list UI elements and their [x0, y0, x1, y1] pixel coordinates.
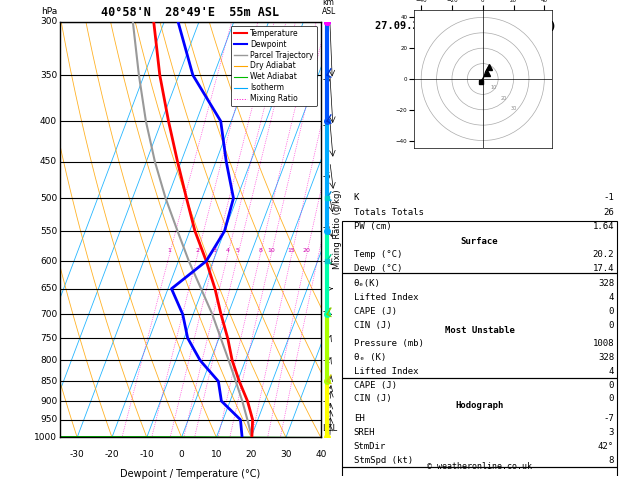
Text: CIN (J): CIN (J) — [353, 395, 391, 403]
Text: Most Unstable: Most Unstable — [445, 326, 515, 335]
Text: -8: -8 — [322, 75, 330, 85]
Text: 30: 30 — [281, 450, 292, 459]
Text: 600: 600 — [40, 257, 57, 265]
Text: 42°: 42° — [598, 442, 614, 451]
Text: Hodograph: Hodograph — [455, 401, 504, 410]
Text: Temp (°C): Temp (°C) — [353, 250, 402, 259]
Text: SREH: SREH — [353, 428, 375, 437]
Text: PW (cm): PW (cm) — [353, 223, 391, 231]
Text: θₑ(K): θₑ(K) — [353, 278, 381, 288]
Text: CAPE (J): CAPE (J) — [353, 381, 397, 390]
Text: 0: 0 — [609, 307, 614, 316]
Text: 300: 300 — [40, 17, 57, 26]
Text: 20: 20 — [501, 96, 507, 101]
Text: -7: -7 — [322, 121, 330, 130]
Text: 0: 0 — [609, 381, 614, 390]
Text: 20.2: 20.2 — [593, 250, 614, 259]
Text: -2: -2 — [322, 356, 330, 365]
Text: -30: -30 — [70, 450, 84, 459]
Text: 4: 4 — [226, 248, 230, 253]
Text: 4: 4 — [609, 367, 614, 376]
Text: Dewpoint / Temperature (°C): Dewpoint / Temperature (°C) — [120, 469, 260, 479]
Text: -6: -6 — [322, 173, 330, 181]
Text: 550: 550 — [40, 226, 57, 236]
Legend: Temperature, Dewpoint, Parcel Trajectory, Dry Adiabat, Wet Adiabat, Isotherm, Mi: Temperature, Dewpoint, Parcel Trajectory… — [231, 26, 317, 106]
Text: CAPE (J): CAPE (J) — [353, 307, 397, 316]
Text: -5: -5 — [322, 224, 330, 232]
Text: 800: 800 — [40, 356, 57, 365]
Text: 328: 328 — [598, 353, 614, 362]
Text: -4: -4 — [322, 257, 330, 265]
Text: -3: -3 — [322, 307, 330, 316]
Text: 0: 0 — [179, 450, 184, 459]
Text: 0: 0 — [609, 395, 614, 403]
Bar — [342, 467, 617, 486]
Text: 4: 4 — [609, 293, 614, 302]
Text: 10: 10 — [490, 86, 496, 90]
Text: Surface: Surface — [461, 237, 498, 246]
Text: 1008: 1008 — [593, 339, 614, 348]
Text: hPa: hPa — [41, 7, 57, 16]
Text: 15: 15 — [287, 248, 296, 253]
Text: 3: 3 — [213, 248, 217, 253]
Text: 650: 650 — [40, 284, 57, 293]
Text: 17.4: 17.4 — [593, 264, 614, 273]
Text: 30: 30 — [511, 106, 517, 111]
Text: Mixing Ratio (g/kg): Mixing Ratio (g/kg) — [333, 190, 342, 269]
Text: 450: 450 — [40, 157, 57, 166]
Text: 10: 10 — [211, 450, 222, 459]
Text: Lifted Index: Lifted Index — [353, 293, 418, 302]
Text: 8: 8 — [258, 248, 262, 253]
Text: © weatheronline.co.uk: © weatheronline.co.uk — [427, 463, 532, 471]
Text: Totals Totals: Totals Totals — [353, 208, 423, 217]
Text: EH: EH — [353, 414, 364, 423]
Text: 5: 5 — [236, 248, 240, 253]
Text: CIN (J): CIN (J) — [353, 321, 391, 330]
Text: StmSpd (kt): StmSpd (kt) — [353, 456, 413, 465]
Title: 40°58'N  28°49'E  55m ASL: 40°58'N 28°49'E 55m ASL — [101, 6, 279, 19]
Text: 20: 20 — [245, 450, 257, 459]
Text: 850: 850 — [40, 377, 57, 386]
Text: 750: 750 — [40, 333, 57, 343]
Text: 20: 20 — [303, 248, 311, 253]
Text: -1: -1 — [603, 193, 614, 202]
Text: Lifted Index: Lifted Index — [353, 367, 418, 376]
Text: 2: 2 — [196, 248, 199, 253]
Bar — [342, 273, 617, 378]
Text: 27.09.2024  00GMT  (Base: 00): 27.09.2024 00GMT (Base: 00) — [375, 21, 556, 32]
Text: 350: 350 — [40, 70, 57, 80]
Text: -1: -1 — [322, 397, 330, 405]
Text: -10: -10 — [140, 450, 154, 459]
Bar — [342, 221, 617, 273]
Text: 3: 3 — [609, 428, 614, 437]
Text: 1000: 1000 — [34, 433, 57, 442]
Text: K: K — [353, 193, 359, 202]
Text: LCL: LCL — [322, 424, 337, 433]
Text: km
ASL: km ASL — [322, 0, 337, 16]
Text: 700: 700 — [40, 310, 57, 319]
Text: 1.64: 1.64 — [593, 223, 614, 231]
Text: 8: 8 — [609, 456, 614, 465]
Text: StmDir: StmDir — [353, 442, 386, 451]
Text: 40: 40 — [315, 450, 326, 459]
Text: -7: -7 — [603, 414, 614, 423]
Text: 26: 26 — [603, 208, 614, 217]
Text: 400: 400 — [40, 117, 57, 126]
Text: 500: 500 — [40, 194, 57, 203]
Text: 328: 328 — [598, 278, 614, 288]
Bar — [342, 378, 617, 467]
Text: Dewp (°C): Dewp (°C) — [353, 264, 402, 273]
Text: 0: 0 — [609, 321, 614, 330]
Text: Pressure (mb): Pressure (mb) — [353, 339, 423, 348]
Text: θₑ (K): θₑ (K) — [353, 353, 386, 362]
Text: 900: 900 — [40, 397, 57, 405]
Text: 10: 10 — [267, 248, 275, 253]
Text: -20: -20 — [104, 450, 120, 459]
Text: 1: 1 — [167, 248, 171, 253]
Text: 950: 950 — [40, 415, 57, 424]
